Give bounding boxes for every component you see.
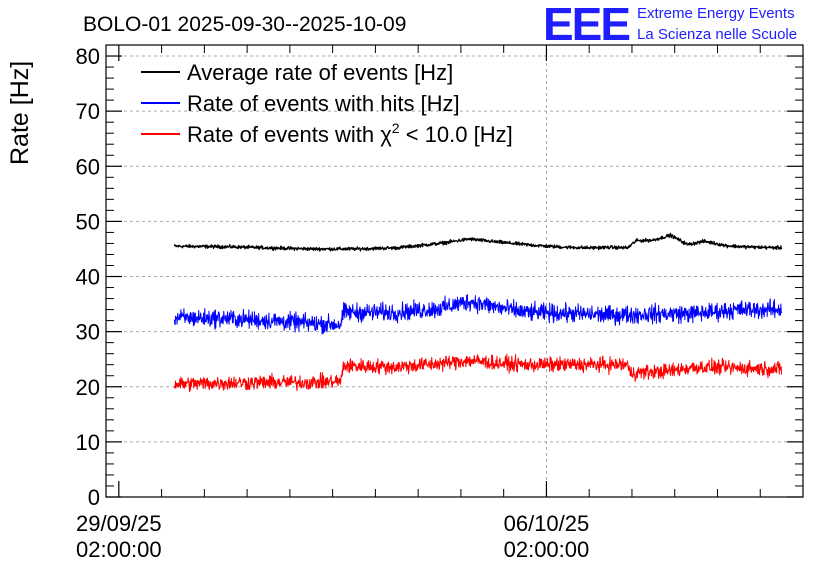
plot-frame [105,44,804,498]
y-tick-label: 20 [76,375,100,400]
legend-label-hits: Rate of events with hits [Hz] [187,91,460,116]
y-tick-label: 50 [76,209,100,234]
legend-label-chi2-prefix: Rate of events with [187,122,380,147]
logo-line-2: La Scienza nelle Scuole [637,26,797,43]
legend-label-average: Average rate of events [Hz] [187,60,453,85]
y-tick-label: 40 [76,265,100,290]
y-tick-label: 30 [76,320,100,345]
y-tick-label: 80 [76,44,100,69]
series-line-2 [173,353,783,393]
y-tick-label: 0 [88,485,100,510]
series-line-1 [173,294,783,335]
y-tick-label: 70 [76,99,100,124]
legend: Average rate of events [Hz] Rate of even… [141,60,513,147]
x-tick-label-time: 02:00:00 [504,537,590,562]
x-tick-label-date: 06/10/25 [504,511,590,536]
data-series [173,232,783,393]
legend-label-chi2-suffix: < 10.0 [Hz] [400,122,513,147]
eee-logo: EEE Extreme Energy Events La Scienza nel… [543,0,797,50]
logo-line-1: Extreme Energy Events [637,5,795,22]
y-tick-label: 60 [76,154,100,179]
x-tick-label-date: 29/09/25 [76,511,162,536]
legend-label-chi2-symbol: χ [380,122,392,147]
logo-mark: EEE [543,0,629,50]
legend-label-chi2-sup: 2 [392,120,400,136]
y-axis-label: Rate [Hz] [6,61,34,165]
y-axis: 0 10 20 30 40 50 60 70 80 [76,44,803,510]
y-tick-label: 10 [76,430,100,455]
x-tick-label-time: 02:00:00 [76,537,162,562]
series-line-0 [173,232,783,252]
chart-title: BOLO-01 2025-09-30--2025-10-09 [83,13,406,36]
legend-label-chi2: Rate of events with χ2 < 10.0 [Hz] [187,120,513,147]
